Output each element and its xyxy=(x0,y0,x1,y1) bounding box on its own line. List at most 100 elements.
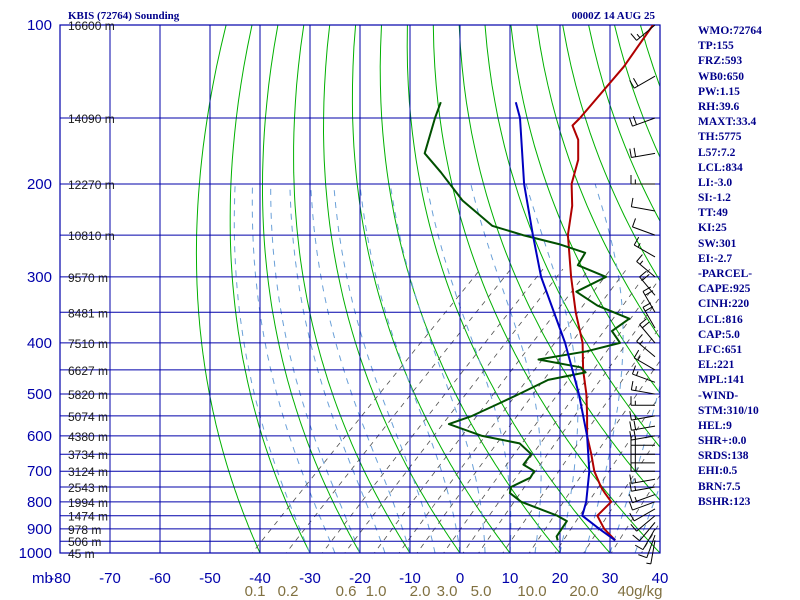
index-item: WB0:650 xyxy=(698,70,744,83)
temperature-tick-label: -50 xyxy=(199,570,221,587)
height-label: 978 m xyxy=(68,523,101,537)
height-label: 4380 m xyxy=(68,430,108,444)
wind-barb-staff xyxy=(633,75,656,89)
wind-barb-flag xyxy=(636,371,639,376)
index-item: L57:7.2 xyxy=(698,146,736,159)
wind-barb-staff xyxy=(636,261,656,278)
dry-adiabat xyxy=(229,25,311,553)
height-label: 506 m xyxy=(68,535,101,549)
height-label: 5074 m xyxy=(68,410,108,424)
index-item: LCL:834 xyxy=(698,161,743,174)
wind-barb xyxy=(629,147,656,158)
temperature-tick-label: -20 xyxy=(349,570,371,587)
wind-barb-flag xyxy=(629,411,632,421)
index-item: CAPE:925 xyxy=(698,283,751,296)
temperature-tick-label: 30 xyxy=(602,570,619,587)
wind-barb-flag xyxy=(630,197,634,207)
wind-barb xyxy=(629,482,656,492)
mixing-ratio-label: 1.0 xyxy=(366,583,387,600)
mixing-ratio-label: 0.1 xyxy=(245,583,266,600)
wind-barb-flag xyxy=(633,77,639,87)
index-item: RH:39.6 xyxy=(698,100,740,113)
mixing-ratio-label: 5.0 xyxy=(471,583,492,600)
height-label: 16600 m xyxy=(68,19,115,33)
temperature-tick-label: -30 xyxy=(299,570,321,587)
mixing-ratio-line xyxy=(398,268,612,553)
wind-barb-staff xyxy=(636,340,656,358)
pressure-tick-label: 900 xyxy=(27,521,52,538)
dry-adiabat xyxy=(195,25,261,553)
index-item: EI:-2.7 xyxy=(698,252,733,265)
wind-barb-staff xyxy=(631,415,656,421)
wind-barb xyxy=(629,75,656,89)
height-label: 6627 m xyxy=(68,364,108,378)
wind-barb-flag xyxy=(634,485,637,491)
wind-barb-staff xyxy=(631,478,656,484)
wind-barb-flag xyxy=(642,286,652,292)
index-item: SRDS:138 xyxy=(698,450,749,463)
height-labels: 16600 m 14090 m 12270 m 10810 m 9570 m 8481 m… xyxy=(68,19,115,561)
wind-barb-staff xyxy=(633,244,656,258)
index-item: MAXT:33.4 xyxy=(698,116,757,129)
wind-barb-flag xyxy=(646,562,651,565)
wind-barb-flag xyxy=(634,496,637,502)
temperature-line xyxy=(566,25,654,541)
wind-barb xyxy=(630,174,655,185)
mixing-ratio-label: 3.0 xyxy=(437,583,458,600)
index-item: BRN:7.5 xyxy=(698,480,741,493)
mixing-ratio-line xyxy=(610,474,660,553)
height-label: 8481 m xyxy=(68,306,108,320)
wind-barb-flag xyxy=(629,512,635,522)
wind-barb-flag xyxy=(638,554,647,559)
height-label: 5820 m xyxy=(68,388,108,402)
pressure-tick-label: 600 xyxy=(27,428,52,445)
temperature-tick-label: -40 xyxy=(249,570,271,587)
height-label: 12270 m xyxy=(68,178,115,192)
pressure-tick-label: 700 xyxy=(27,463,52,480)
wind-barb-staff xyxy=(632,494,656,504)
wind-barb-flag xyxy=(639,270,647,278)
pressure-tick-label: 500 xyxy=(27,386,52,403)
index-item: LFC:651 xyxy=(698,343,743,356)
wind-barb-staff xyxy=(631,425,656,431)
wind-barb xyxy=(634,528,656,551)
wind-barb-flag xyxy=(629,421,632,431)
index-item: TH:5775 xyxy=(698,131,742,144)
wind-barb-flag xyxy=(629,474,632,484)
height-label: 3124 m xyxy=(68,465,108,479)
mixing-ratio-line xyxy=(443,268,651,553)
wind-barb-flag xyxy=(631,218,636,228)
wind-barb xyxy=(629,411,656,421)
wind-barb-flag xyxy=(628,501,633,511)
pressure-tick-label: 400 xyxy=(27,335,52,352)
dry-adiabat xyxy=(322,25,461,553)
dry-adiabat xyxy=(432,25,660,553)
wind-barb-flag xyxy=(636,334,643,342)
parcel-line xyxy=(514,101,616,542)
pressure-tick-label: 200 xyxy=(27,176,52,193)
wind-barb-flag xyxy=(633,147,637,157)
height-label: 7510 m xyxy=(68,337,108,351)
mixing-ratio-line xyxy=(462,277,660,553)
wind-barb-flag xyxy=(630,523,637,532)
wind-barb-staff xyxy=(631,435,656,441)
wind-barb xyxy=(630,396,655,406)
wind-barb-flag xyxy=(628,494,633,503)
wind-barb xyxy=(636,254,656,278)
temperature-tick-label: -10 xyxy=(399,570,421,587)
wind-barbs xyxy=(628,24,656,565)
pressure-tick-label: 300 xyxy=(27,269,52,286)
series-layer xyxy=(423,25,654,542)
wind-barb xyxy=(629,474,656,484)
wind-barb-flag xyxy=(637,355,641,361)
mixing-ratio-line xyxy=(321,268,544,553)
wind-barb-flag xyxy=(639,260,644,265)
wind-barb-flag xyxy=(630,33,637,41)
index-item: LI:-3.0 xyxy=(698,176,733,189)
wind-barb-staff xyxy=(633,508,656,522)
moist-adiabat xyxy=(609,383,660,553)
index-item: EL:221 xyxy=(698,359,735,372)
wind-barb xyxy=(630,380,656,395)
